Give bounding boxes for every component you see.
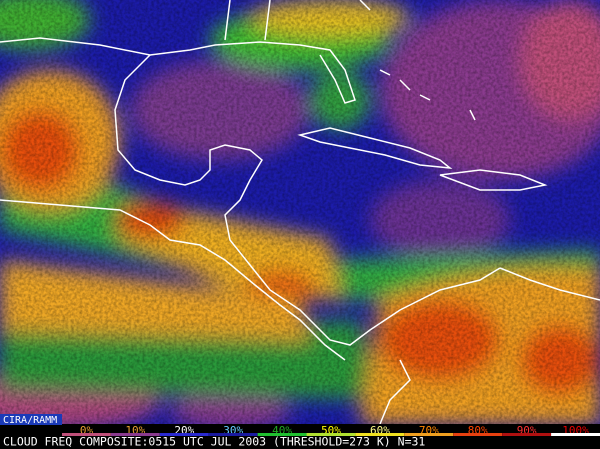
legend-swatch: [355, 425, 405, 436]
legend-color: [551, 433, 600, 436]
credit: CIRA/RAMM: [3, 415, 57, 426]
legend-swatch: [62, 425, 111, 436]
legend-color: [404, 433, 454, 436]
legend-swatch: [159, 425, 209, 436]
legend-color: [502, 433, 552, 436]
legend-color: [110, 433, 160, 436]
legend-swatch: [551, 425, 600, 436]
legend-color: [62, 433, 111, 436]
legend-swatch: [502, 425, 552, 436]
legend-swatch: [257, 425, 307, 436]
legend-color: [306, 433, 356, 436]
legend-swatch: [306, 425, 356, 436]
color-legend: 0% 10% 20% 30% 40% 50% 60% 70% 80% 90% 100%: [62, 424, 600, 437]
caption: CLOUD FREQ COMPOSITE:0515 UTC JUL 2003 (…: [3, 435, 425, 449]
legend-swatch: [404, 425, 454, 436]
legend-color: [453, 433, 503, 436]
legend-color: [355, 433, 405, 436]
legend-color: [257, 433, 307, 436]
legend-swatch: [110, 425, 160, 436]
legend-swatch: [453, 425, 503, 436]
legend-color: [159, 433, 209, 436]
legend-swatch: [208, 425, 258, 436]
credit-badge: [0, 414, 62, 425]
legend-color: [208, 433, 258, 436]
cloud-field: [0, 0, 600, 424]
coastlines: [0, 0, 600, 424]
